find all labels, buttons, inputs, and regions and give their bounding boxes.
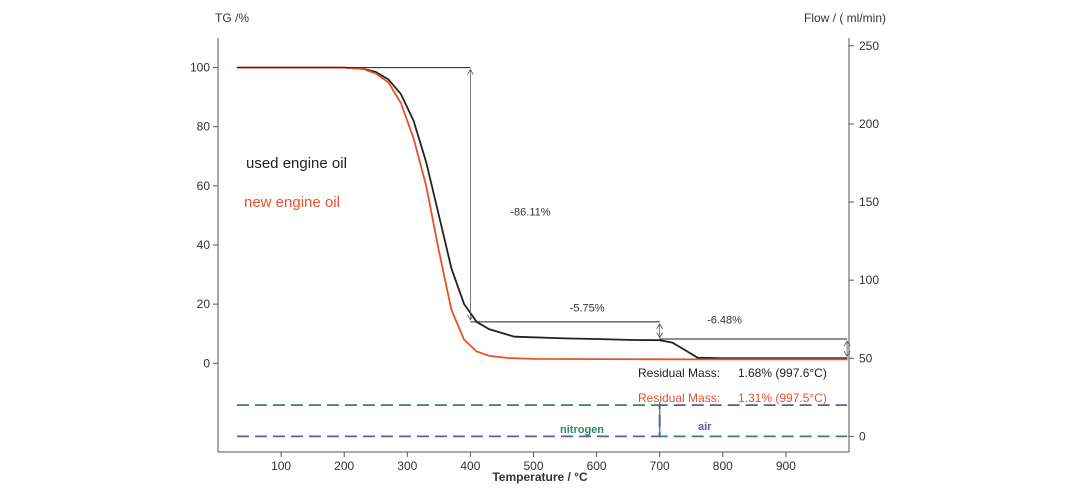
legend-new-engine-oil: new engine oil xyxy=(244,194,340,211)
x-tick-label: 500 xyxy=(523,459,543,473)
left-axis-ticks: 0 20 40 60 80 100 xyxy=(190,61,218,370)
series-line-air xyxy=(236,404,848,438)
right-tick-label: 50 xyxy=(859,351,873,365)
series-line-nitrogen xyxy=(236,404,848,438)
step-arrowhead xyxy=(843,351,851,358)
step-label: -6.48% xyxy=(707,314,742,326)
step-arrowhead xyxy=(843,340,851,347)
residual-mass-used-value: 1.68% (997.6°C) xyxy=(738,366,827,380)
left-tick-label: 0 xyxy=(203,356,210,370)
x-axis-ticks: 100 200 300 400 500 600 700 800 900 xyxy=(271,452,796,473)
x-tick-label: 100 xyxy=(271,459,291,473)
residual-mass-new-value: 1.31% (997.5°C) xyxy=(738,391,827,405)
step-arrowhead xyxy=(467,314,474,321)
x-tick-label: 600 xyxy=(587,459,607,473)
left-axis-title: TG /% xyxy=(215,11,249,25)
x-axis-title: Temperature / °C xyxy=(492,470,588,484)
step-annotations: -86.11% -5.75% -6.48% xyxy=(236,67,851,358)
step-arrowhead xyxy=(467,68,474,75)
left-tick-label: 60 xyxy=(197,179,211,193)
legend-used-engine-oil: used engine oil xyxy=(246,155,347,172)
residual-mass-new-label: Residual Mass: xyxy=(638,391,720,405)
x-tick-label: 400 xyxy=(460,459,480,473)
series-line-used-engine-oil xyxy=(236,66,848,360)
nitrogen-label: nitrogen xyxy=(560,424,604,436)
step-label: -86.11% xyxy=(510,206,550,218)
series-line-new-engine-oil xyxy=(236,66,848,361)
right-tick-label: 100 xyxy=(859,273,879,287)
x-tick-label: 300 xyxy=(397,459,417,473)
right-tick-label: 0 xyxy=(859,429,866,443)
right-axis-title: Flow / ( ml/min) xyxy=(804,11,886,25)
x-tick-label: 900 xyxy=(776,459,796,473)
right-tick-label: 250 xyxy=(859,39,879,53)
left-tick-label: 40 xyxy=(197,238,211,252)
right-tick-label: 150 xyxy=(859,195,879,209)
step-arrowhead xyxy=(656,323,664,330)
air-label: air xyxy=(698,421,712,433)
step-arrowhead xyxy=(656,332,664,339)
step-label: -5.75% xyxy=(570,303,605,315)
left-tick-label: 20 xyxy=(197,297,211,311)
x-tick-label: 200 xyxy=(334,459,354,473)
x-tick-label: 800 xyxy=(713,459,733,473)
series-lines xyxy=(236,66,848,438)
left-tick-label: 80 xyxy=(197,120,211,134)
left-tick-label: 100 xyxy=(190,61,210,75)
right-axis-ticks: 0 50 100 150 200 250 xyxy=(849,39,879,443)
x-tick-label: 700 xyxy=(650,459,670,473)
residual-mass-used-label: Residual Mass: xyxy=(638,366,720,380)
right-tick-label: 200 xyxy=(859,117,879,131)
